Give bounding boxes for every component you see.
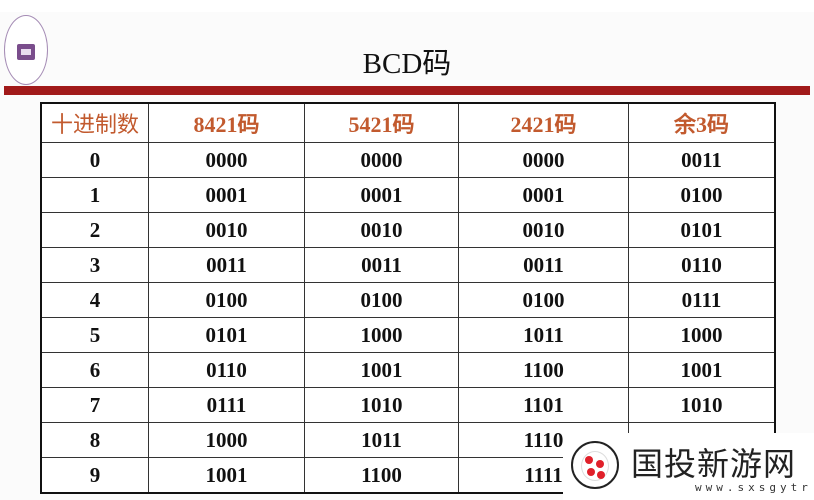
- cell-2421: 1100: [458, 352, 629, 388]
- cell-decimal: 3: [40, 247, 149, 283]
- cell-decimal: 1: [40, 177, 149, 213]
- cell-decimal: 4: [40, 282, 149, 318]
- cell-8421: 0001: [148, 177, 305, 213]
- cell-8421: 0101: [148, 317, 305, 353]
- university-logo: [4, 15, 48, 85]
- cell-excess3: 0110: [628, 247, 776, 283]
- slide-title: BCD码: [362, 48, 452, 80]
- cell-8421: 1001: [148, 457, 305, 494]
- table-row: 1 0001 0001 0001 0100: [40, 177, 776, 213]
- table-row: 4 0100 0100 0100 0111: [40, 282, 776, 318]
- table-row: 5 0101 1000 1011 1000: [40, 317, 776, 353]
- cell-2421: 0011: [458, 247, 629, 283]
- cell-decimal: 0: [40, 142, 149, 178]
- table-row: 0 0000 0000 0000 0011: [40, 142, 776, 178]
- header-decimal: 十进制数: [40, 102, 149, 143]
- table-row: 6 0110 1001 1100 1001: [40, 352, 776, 388]
- cell-8421: 0011: [148, 247, 305, 283]
- cell-5421: 0011: [304, 247, 459, 283]
- top-strip: [0, 0, 814, 12]
- cell-8421: 0000: [148, 142, 305, 178]
- title-divider: [4, 86, 810, 95]
- building-icon: [17, 44, 35, 60]
- table-row: 7 0111 1010 1101 1010: [40, 387, 776, 423]
- cell-decimal: 9: [40, 457, 149, 494]
- cell-5421: 0001: [304, 177, 459, 213]
- cell-excess3: 0100: [628, 177, 776, 213]
- cell-8421: 0110: [148, 352, 305, 388]
- cell-decimal: 8: [40, 422, 149, 458]
- cell-2421: 1011: [458, 317, 629, 353]
- watermark-url: www.sxsgytr.com: [695, 481, 814, 494]
- header-excess3: 余3码: [628, 102, 776, 143]
- cell-2421: 0100: [458, 282, 629, 318]
- cell-2421: 0001: [458, 177, 629, 213]
- cell-excess3: 1010: [628, 387, 776, 423]
- cell-8421: 1000: [148, 422, 305, 458]
- cell-5421: 1001: [304, 352, 459, 388]
- header-5421: 5421码: [304, 102, 459, 143]
- ladybug-icon: [571, 441, 619, 489]
- cell-2421: 0000: [458, 142, 629, 178]
- cell-8421: 0111: [148, 387, 305, 423]
- cell-5421: 1010: [304, 387, 459, 423]
- cell-8421: 0010: [148, 212, 305, 248]
- cell-8421: 0100: [148, 282, 305, 318]
- cell-excess3: 0101: [628, 212, 776, 248]
- header-8421: 8421码: [148, 102, 305, 143]
- cell-2421: 0010: [458, 212, 629, 248]
- cell-5421: 1100: [304, 457, 459, 494]
- table-header-row: 十进制数 8421码 5421码 2421码 余3码: [40, 102, 776, 143]
- cell-decimal: 7: [40, 387, 149, 423]
- table-row: 3 0011 0011 0011 0110: [40, 247, 776, 283]
- cell-excess3: 0011: [628, 142, 776, 178]
- cell-excess3: 1001: [628, 352, 776, 388]
- cell-5421: 1011: [304, 422, 459, 458]
- cell-excess3: 1000: [628, 317, 776, 353]
- cell-excess3: 0111: [628, 282, 776, 318]
- watermark-name: 国投新游网: [631, 445, 797, 483]
- cell-decimal: 5: [40, 317, 149, 353]
- cell-decimal: 6: [40, 352, 149, 388]
- cell-2421: 1101: [458, 387, 629, 423]
- cell-decimal: 2: [40, 212, 149, 248]
- cell-5421: 1000: [304, 317, 459, 353]
- cell-5421: 0100: [304, 282, 459, 318]
- cell-5421: 0010: [304, 212, 459, 248]
- table-row: 2 0010 0010 0010 0101: [40, 212, 776, 248]
- bcd-table: 十进制数 8421码 5421码 2421码 余3码 0 0000 0000 0000…: [40, 102, 776, 494]
- watermark: 国投新游网 www.sxsgytr.com: [563, 433, 814, 500]
- cell-5421: 0000: [304, 142, 459, 178]
- header-2421: 2421码: [458, 102, 629, 143]
